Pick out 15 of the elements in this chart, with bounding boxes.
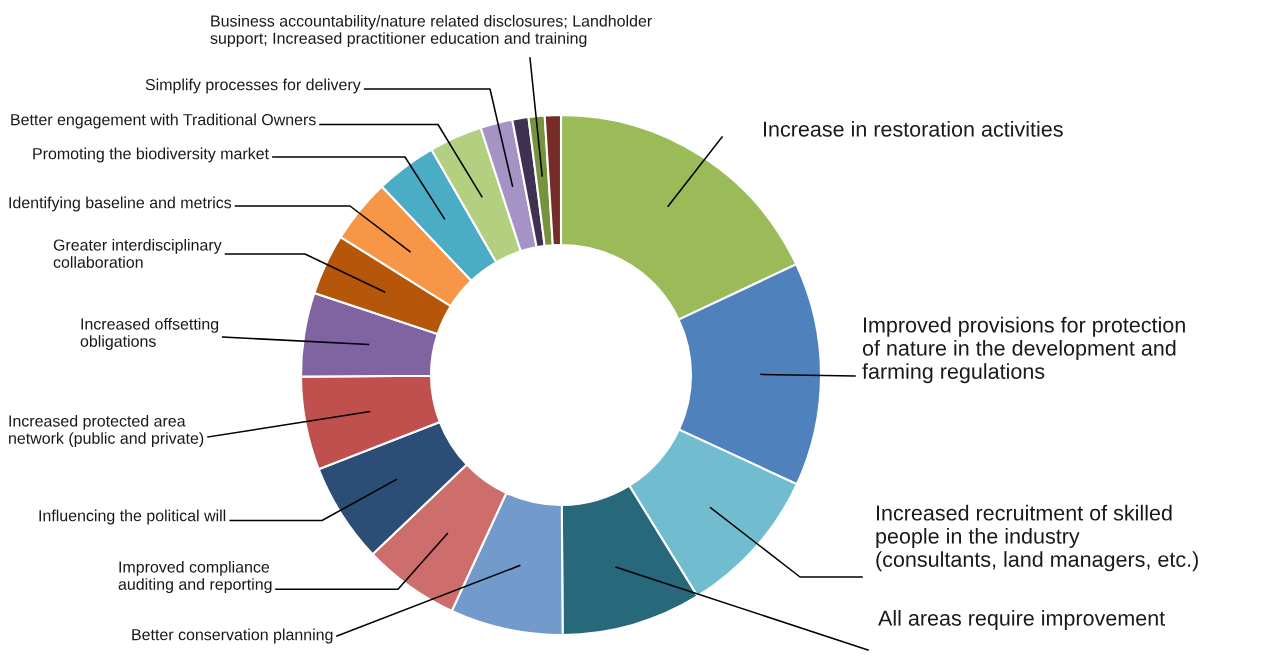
slice-label: Greater interdisciplinary collaboration [53, 238, 222, 268]
slice-label: Identifying baseline and metrics [9, 196, 232, 212]
slice-label: Better conservation planning [132, 628, 333, 644]
slice-label: Increased offsetting obligations [80, 317, 219, 351]
slice-label: Influencing the political will [39, 509, 226, 525]
slice-label: Increased recruitment of skilled people in the industry (consultants, land managers, etc.) [876, 504, 1198, 572]
slice-label: All areas require improvement [878, 609, 1165, 631]
text: Business accountability/nature related disclosures; Landholder support; Increased practitioner education and training [210, 14, 652, 48]
slice-label: Improved provisions for protection of nature in the development and farming regulations [862, 316, 1185, 384]
slice-label: Increase in restoration activities [763, 120, 1063, 137]
slice-label: Better engagement with Traditional Owners [11, 113, 316, 129]
slice-label: Promoting the biodiversity market [33, 147, 269, 163]
slice-label: Increased protected area network (public and private) [9, 414, 204, 448]
slice-label: Improved compliance auditing and reporting [118, 560, 272, 594]
slice-label: Simplify processes for delivery [145, 78, 361, 94]
